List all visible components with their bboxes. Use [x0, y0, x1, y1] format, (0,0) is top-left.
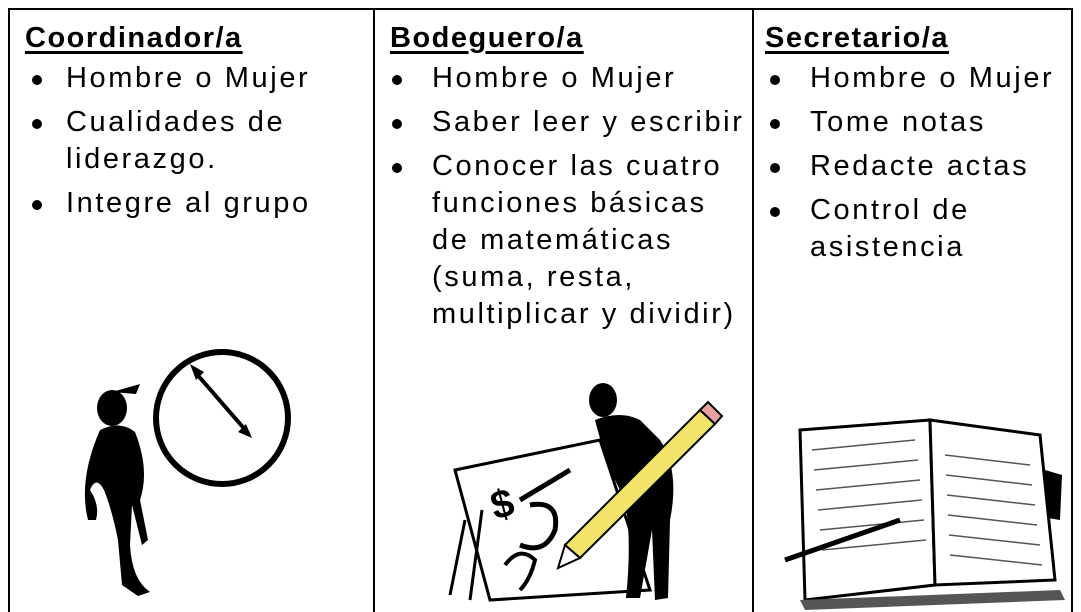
bullet: [32, 119, 42, 129]
bullet-text: multiplicar y dividir): [432, 298, 736, 330]
bullet-text: asistencia: [810, 231, 965, 263]
bullet-text: funciones básicas: [432, 187, 707, 219]
bullet-item: Cualidades de liderazgo.: [10, 104, 311, 178]
bullet-text: liderazgo.: [66, 143, 218, 175]
bullet: [392, 119, 402, 129]
bullet-text: Integre al grupo: [66, 187, 311, 219]
bullet: [392, 163, 402, 173]
easel-figure: $: [448, 383, 724, 602]
bullet-item: Tome notas: [754, 104, 1054, 141]
bullet-text: Hombre o Mujer: [432, 62, 677, 94]
bullet-text: Hombre o Mujer: [66, 62, 311, 94]
bullet: [770, 163, 780, 173]
bullet-item: Hombre o Mujer: [10, 60, 311, 97]
bullet: [32, 75, 42, 85]
bullet-list: Hombre o Mujer Tome notas Redacte actas Con…: [754, 60, 1054, 273]
bullet-item: Saber leer y escribir: [375, 104, 744, 141]
divider: [373, 8, 375, 612]
bullet: [392, 75, 402, 85]
bullet-list: Hombre o Mujer Saber leer y escribir Conoc…: [375, 60, 744, 340]
bullet-item: Integre al grupo: [10, 185, 311, 222]
bullet: [770, 207, 780, 217]
bullet: [770, 75, 780, 85]
bullet-text: Cualidades de: [66, 106, 286, 138]
column-header: Secretario/a: [765, 22, 950, 54]
column-header: Coordinador/a: [25, 22, 243, 54]
bullet: [32, 200, 42, 210]
bullet: [770, 119, 780, 129]
bullet-item: Hombre o Mujer: [375, 60, 744, 97]
clock-figure: [84, 349, 291, 596]
bullet-text: Tome notas: [810, 106, 986, 138]
bullet-item: Redacte actas: [754, 148, 1054, 185]
bullet-list: Hombre o Mujer Cualidades de liderazgo. Int…: [10, 60, 311, 229]
book-figure: [784, 418, 1065, 610]
bullet-text: Control de: [810, 194, 970, 226]
bullet-text: de matemáticas: [432, 224, 674, 256]
border-left: [8, 8, 10, 612]
bullet-text: Redacte actas: [810, 150, 1030, 182]
column-header: Bodeguero/a: [390, 22, 584, 54]
divider: [752, 8, 754, 612]
bullet-text: Hombre o Mujer: [810, 62, 1055, 94]
border-right: [1071, 8, 1073, 612]
border-top: [8, 8, 1073, 10]
bullet-item: Hombre o Mujer: [754, 60, 1054, 97]
bullet-text: Saber leer y escribir: [432, 106, 745, 138]
bullet-item: Conocer las cuatro funciones básicas de ma…: [375, 148, 744, 333]
bullet-item: Control de asistencia: [754, 192, 1054, 266]
bullet-text: (suma, resta,: [432, 261, 636, 293]
bullet-text: Conocer las cuatro: [432, 150, 723, 182]
